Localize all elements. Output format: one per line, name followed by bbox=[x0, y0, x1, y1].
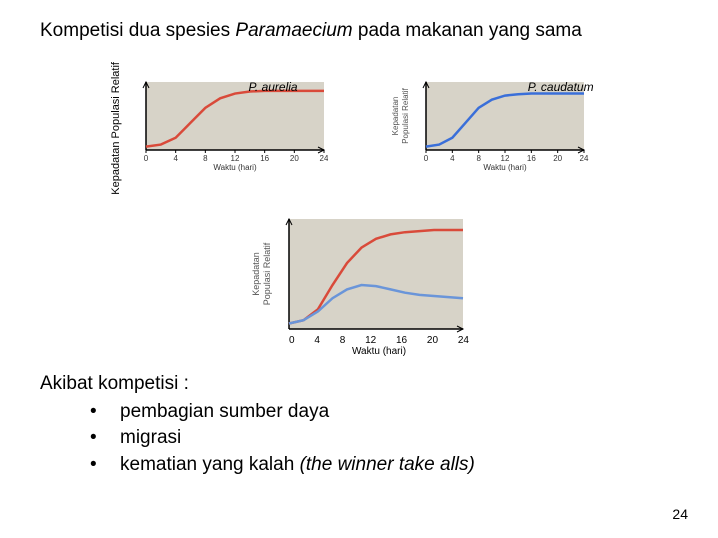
list-item: pembagian sumber daya bbox=[90, 399, 678, 426]
list-item: migrasi bbox=[90, 425, 678, 452]
chart-caudatum: KepadatanPopulasi Relatif 0 4 8 12 16 20 24 Wakt… bbox=[388, 78, 608, 178]
svg-text:16: 16 bbox=[526, 154, 535, 163]
svg-text:0: 0 bbox=[423, 154, 428, 163]
ylabel-outer-aurelia: Kepadatan Populasi Relatif bbox=[110, 62, 123, 195]
svg-text:8: 8 bbox=[476, 154, 481, 163]
slide-title: Kompetisi dua spesies Paramaecium pada m… bbox=[40, 20, 660, 42]
title-pre: Kompetisi dua spesies bbox=[40, 20, 235, 41]
top-charts-row: Kepadatan Populasi Relatif 0 4 8 12 16 20 24 Wa… bbox=[40, 62, 678, 195]
title-post: pada makanan yang sama bbox=[353, 20, 582, 41]
bottom-chart-container: KepadatanPopulasi Relatif 0 4 8 12 16 20 24 Wa… bbox=[40, 215, 678, 357]
svg-text:20: 20 bbox=[289, 154, 298, 163]
combined-xticks: 0 4 8 12 16 20 24 bbox=[289, 335, 469, 346]
svg-text:12: 12 bbox=[500, 154, 509, 163]
xtick: 12 bbox=[365, 335, 376, 346]
xtick: 0 bbox=[289, 335, 295, 346]
svg-text:20: 20 bbox=[553, 154, 562, 163]
svg-text:Kepadatan: Kepadatan bbox=[391, 97, 400, 136]
svg-text:16: 16 bbox=[260, 154, 269, 163]
chart-aurelia-wrapper: Kepadatan Populasi Relatif 0 4 8 12 16 20 24 Wa… bbox=[110, 62, 327, 195]
xtick: 8 bbox=[340, 335, 346, 346]
xtick: 16 bbox=[396, 335, 407, 346]
xtick: 24 bbox=[458, 335, 469, 346]
species-label-caudatum: P. caudatum bbox=[528, 80, 594, 94]
chart-aurelia: 0 4 8 12 16 20 24 Waktu (hari) P. aurelia bbox=[128, 78, 328, 178]
svg-text:Waktu (hari): Waktu (hari) bbox=[213, 163, 257, 172]
svg-text:Populasi Relatif: Populasi Relatif bbox=[401, 88, 410, 144]
result-list: pembagian sumber daya migrasi kematian y… bbox=[90, 399, 678, 479]
svg-text:Kepadatan: Kepadatan bbox=[251, 252, 261, 296]
xtick: 20 bbox=[427, 335, 438, 346]
xtick: 4 bbox=[314, 335, 320, 346]
svg-text:24: 24 bbox=[579, 154, 588, 163]
result-section: Akibat kompetisi : pembagian sumber daya… bbox=[40, 373, 678, 479]
chart-combined: KepadatanPopulasi Relatif 0 4 8 12 16 20 24 Wa… bbox=[249, 215, 469, 357]
svg-text:4: 4 bbox=[173, 154, 178, 163]
title-species: Paramaecium bbox=[235, 20, 352, 41]
svg-text:Populasi Relatif: Populasi Relatif bbox=[262, 242, 272, 305]
combined-xlabel: Waktu (hari) bbox=[289, 346, 469, 357]
chart-combined-svg: KepadatanPopulasi Relatif bbox=[249, 215, 469, 335]
result-heading: Akibat kompetisi : bbox=[40, 373, 678, 395]
species-label-aurelia: P. aurelia bbox=[248, 80, 297, 94]
page-number: 24 bbox=[672, 506, 688, 522]
svg-text:Waktu (hari): Waktu (hari) bbox=[483, 163, 527, 172]
svg-text:24: 24 bbox=[319, 154, 327, 163]
chart-caudatum-wrapper: KepadatanPopulasi Relatif 0 4 8 12 16 20 24 Wakt… bbox=[388, 62, 608, 195]
svg-text:12: 12 bbox=[230, 154, 239, 163]
svg-text:0: 0 bbox=[143, 154, 148, 163]
list-item: kematian yang kalah (the winner take all… bbox=[90, 452, 678, 479]
svg-text:8: 8 bbox=[203, 154, 208, 163]
chart-combined-xaxis: 0 4 8 12 16 20 24 Waktu (hari) bbox=[289, 335, 469, 357]
svg-text:4: 4 bbox=[450, 154, 455, 163]
